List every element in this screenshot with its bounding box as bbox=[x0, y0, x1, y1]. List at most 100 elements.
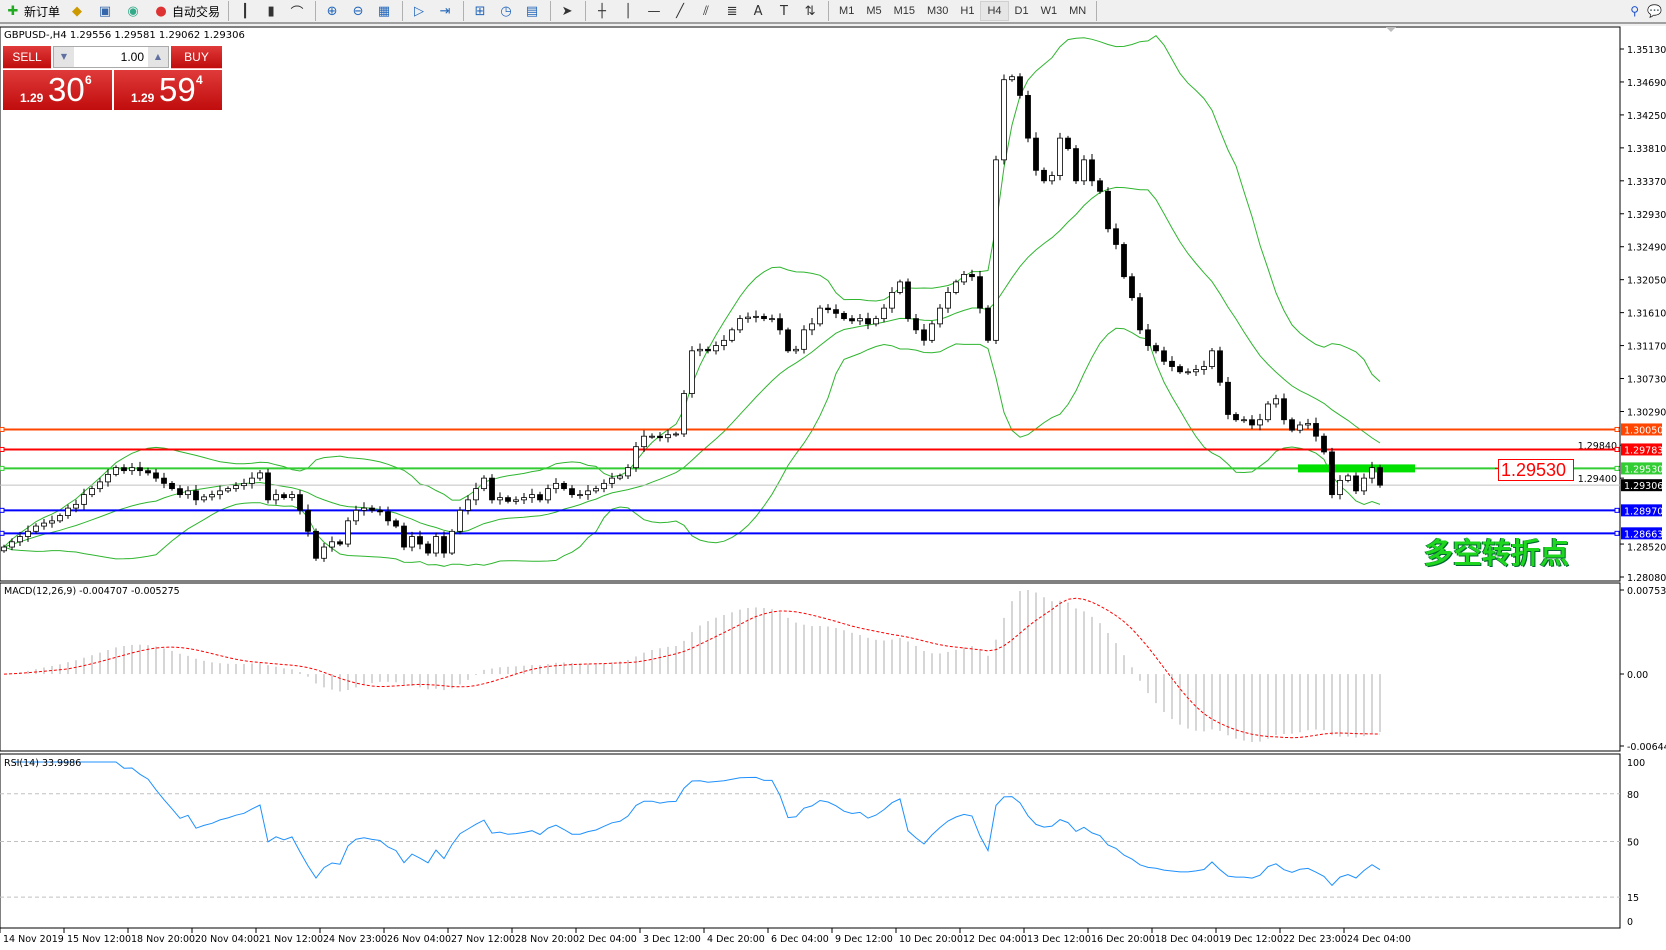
line-anchor-handle[interactable] bbox=[0, 426, 5, 432]
candle bbox=[473, 488, 479, 501]
timeframe-m30[interactable]: M30 bbox=[927, 5, 949, 17]
tile-windows-button[interactable]: ▦ bbox=[372, 0, 398, 22]
buy-price-prefix: 1.29 bbox=[131, 91, 155, 105]
toolbar-button-auto-trading[interactable]: ● 自动交易 bbox=[148, 0, 224, 22]
text-label-button[interactable]: T bbox=[772, 0, 798, 22]
line-anchor-handle[interactable] bbox=[1614, 507, 1620, 513]
zoom-in-button[interactable]: ⊕ bbox=[320, 0, 346, 22]
indicators-button[interactable]: ⊞ bbox=[468, 0, 494, 22]
signal-button[interactable]: ◉ bbox=[120, 0, 148, 22]
lot-size-stepper[interactable]: ▼ ▲ bbox=[53, 46, 169, 68]
line-anchor-handle[interactable] bbox=[0, 465, 5, 471]
arrows-button[interactable]: ⇅ bbox=[798, 0, 824, 22]
candle bbox=[777, 318, 783, 331]
y-tick-label: 1.33810 bbox=[1627, 144, 1666, 155]
toolbar-button-new-order[interactable]: ✚ 新订单 bbox=[0, 0, 64, 22]
candle bbox=[1337, 479, 1343, 496]
candle bbox=[65, 507, 71, 516]
vertical-line-button[interactable]: │ bbox=[616, 0, 642, 22]
line-anchor-handle[interactable] bbox=[1614, 530, 1620, 536]
candle bbox=[1177, 366, 1183, 373]
timeframe-m15[interactable]: M15 bbox=[893, 5, 915, 17]
candle bbox=[1297, 424, 1303, 431]
fibonacci-button[interactable]: ≣ bbox=[720, 0, 746, 22]
line-chart-button[interactable]: ⌒ bbox=[285, 0, 311, 22]
periods-button[interactable]: ◷ bbox=[494, 0, 520, 22]
line-anchor-handle[interactable] bbox=[0, 507, 5, 513]
chart-window[interactable]: 1.35130 1.34690 1.34250 1.33810 1.33370 1.329… bbox=[0, 26, 1666, 950]
chat-icon[interactable]: 💬 bbox=[1647, 4, 1662, 18]
candle bbox=[265, 472, 271, 501]
candle bbox=[1041, 169, 1047, 182]
chart-shift-button[interactable]: ⇥ bbox=[433, 0, 459, 22]
sell-price-button[interactable]: 1.29 30 6 bbox=[3, 70, 112, 110]
trendline-button[interactable]: ╱ bbox=[668, 0, 694, 22]
timeframe-h1[interactable]: H1 bbox=[960, 5, 975, 17]
candle bbox=[401, 525, 407, 548]
line-anchor-handle[interactable] bbox=[0, 530, 5, 536]
buy-price-big: 59 bbox=[159, 71, 196, 108]
auto-scroll-icon: ▷ bbox=[414, 3, 425, 19]
candle bbox=[1017, 76, 1023, 96]
candle bbox=[1353, 475, 1359, 492]
horizontal-line-button[interactable]: — bbox=[642, 0, 668, 22]
candle bbox=[1137, 297, 1143, 331]
line-anchor-handle[interactable] bbox=[1614, 426, 1620, 432]
toolbar-separator bbox=[550, 1, 552, 21]
y-tick-label: 1.31170 bbox=[1627, 342, 1666, 353]
candlestick-button[interactable]: ▮ bbox=[259, 0, 285, 22]
candle bbox=[1321, 435, 1327, 453]
y-tick-label: 1.28520 bbox=[1627, 542, 1666, 553]
timeframe-h4[interactable]: H4 bbox=[980, 1, 1009, 21]
x-tick-label: 3 Dec 12:00 bbox=[643, 934, 701, 945]
timeframe-mn[interactable]: MN bbox=[1069, 5, 1087, 17]
text-button[interactable]: A bbox=[746, 0, 772, 22]
auto-scroll-button[interactable]: ▷ bbox=[407, 0, 433, 22]
sell-button[interactable]: SELL bbox=[3, 46, 51, 69]
timeframe-w1[interactable]: W1 bbox=[1040, 5, 1058, 17]
y-tick-label: 1.31610 bbox=[1627, 309, 1666, 320]
candle bbox=[1273, 398, 1279, 405]
candle bbox=[801, 329, 807, 350]
y-tick-label: 1.28080 bbox=[1627, 573, 1666, 584]
turning-point-zone[interactable] bbox=[1298, 464, 1415, 473]
buy-price-button[interactable]: 1.29 59 4 bbox=[114, 70, 222, 110]
candle bbox=[881, 307, 887, 320]
chart-shift-marker[interactable] bbox=[1386, 27, 1396, 32]
search-icon[interactable]: ⚲ bbox=[1630, 4, 1640, 18]
rsi-y-tick-label: 50 bbox=[1627, 838, 1639, 849]
price-label: 1.29530 bbox=[1624, 464, 1663, 475]
crosshair-button[interactable]: ┼ bbox=[590, 0, 616, 22]
templates-button[interactable]: ▤ bbox=[520, 0, 546, 22]
candle bbox=[433, 536, 439, 554]
candle bbox=[569, 488, 575, 496]
price-label: 1.29783 bbox=[1624, 445, 1663, 456]
candle bbox=[129, 467, 135, 472]
y-tick-label: 1.34690 bbox=[1627, 78, 1666, 89]
lot-decrease-button[interactable]: ▼ bbox=[54, 47, 74, 67]
cursor-button[interactable]: ➤ bbox=[555, 0, 581, 22]
candle bbox=[1057, 137, 1063, 176]
lot-size-input[interactable] bbox=[74, 47, 148, 67]
zoom-out-button[interactable]: ⊖ bbox=[346, 0, 372, 22]
timeframe-d1[interactable]: D1 bbox=[1014, 5, 1029, 17]
market-watch-icon: ◆ bbox=[72, 3, 83, 19]
line-anchor-handle[interactable] bbox=[0, 446, 5, 452]
chart-canvas[interactable]: 1.35130 1.34690 1.34250 1.33810 1.33370 1.329… bbox=[0, 26, 1666, 950]
x-tick-label: 6 Dec 04:00 bbox=[771, 934, 829, 945]
navigator-button[interactable]: ▣ bbox=[92, 0, 120, 22]
equidistant-channel-button[interactable]: ⫽ bbox=[694, 0, 720, 22]
candle bbox=[961, 274, 967, 283]
market-watch-button[interactable]: ◆ bbox=[64, 0, 92, 22]
y-tick-label: 1.32930 bbox=[1627, 210, 1666, 221]
line-anchor-handle[interactable] bbox=[1614, 465, 1620, 471]
candle bbox=[1097, 180, 1103, 192]
price-label-bg bbox=[1621, 462, 1662, 475]
timeframe-m5[interactable]: M5 bbox=[866, 5, 882, 17]
timeframe-m1[interactable]: M1 bbox=[839, 5, 855, 17]
line-anchor-handle[interactable] bbox=[1614, 446, 1620, 452]
lot-increase-button[interactable]: ▲ bbox=[148, 47, 168, 67]
bar-chart-button[interactable]: ┃ bbox=[233, 0, 259, 22]
candle bbox=[361, 507, 367, 511]
buy-button[interactable]: BUY bbox=[171, 46, 222, 69]
